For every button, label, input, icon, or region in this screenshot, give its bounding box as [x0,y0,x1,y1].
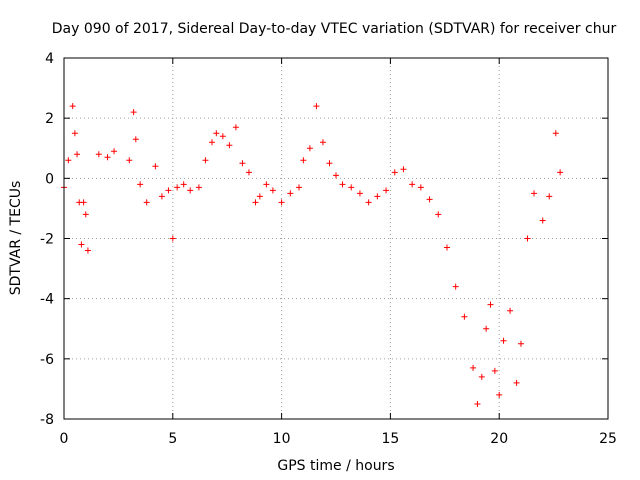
data-point [174,184,181,191]
x-tick-label: 0 [60,431,69,447]
data-point [232,124,239,131]
data-point [126,157,133,164]
data-point [130,109,137,116]
data-point [348,184,355,191]
data-point [374,193,381,200]
y-tick-label: -4 [40,292,54,308]
data-point [546,193,553,200]
data-point [326,160,333,167]
y-tick-label: -6 [40,352,54,368]
data-point [219,133,226,140]
data-point [524,235,531,242]
data-series-sdtvar [61,103,564,407]
data-point [300,157,307,164]
data-point [507,307,514,314]
data-point [104,154,111,161]
grid [64,58,608,419]
x-tick-label: 25 [599,431,617,447]
y-tick-label: 2 [45,111,54,127]
chart-title: Day 090 of 2017, Sidereal Day-to-day VTE… [52,21,617,37]
data-point [269,187,276,194]
data-point [80,199,87,206]
data-point [400,166,407,173]
data-point [306,145,313,152]
data-point [69,103,76,110]
data-point [84,247,91,254]
data-point [278,199,285,206]
data-point [531,190,538,197]
data-point [111,148,118,155]
data-point [287,190,294,197]
data-point [517,340,524,347]
data-point [474,400,481,407]
data-point [552,130,559,137]
x-tick-label: 20 [490,431,508,447]
data-point [356,190,363,197]
data-point [409,181,416,188]
data-point [487,301,494,308]
y-tick-label: 0 [45,171,54,187]
data-point [478,373,485,380]
data-point [483,325,490,332]
y-tick-label: -8 [40,412,54,428]
data-point [443,244,450,251]
y-axis-label: SDTVAR / TECUs [8,181,24,296]
data-point [333,172,339,179]
data-point [187,187,194,194]
data-point [245,169,252,176]
data-point [263,181,270,188]
data-point [78,241,85,248]
x-tick-label: 15 [381,431,399,447]
data-point [158,193,165,200]
data-point [417,184,424,191]
x-axis-label: GPS time / hours [277,458,394,474]
x-tick-label: 10 [273,431,291,447]
data-point [296,184,303,191]
data-point [137,181,144,188]
data-point [383,187,390,194]
data-point [195,184,202,191]
x-tick-label: 5 [168,431,177,447]
data-point [319,139,326,146]
data-point [165,187,172,194]
data-point [71,130,78,137]
axes-ticks: 0 5 10 15 20 25 -8 -6 -4 -2 0 2 4 [40,51,617,447]
data-point [65,157,72,164]
data-point [256,193,263,200]
data-point [452,283,459,290]
data-point [239,160,246,167]
data-point [152,163,159,170]
data-point [226,142,233,149]
data-point [500,337,507,344]
data-point [435,211,442,218]
data-point [491,367,498,374]
data-point [213,130,220,137]
data-point [132,136,139,143]
data-point [426,196,433,203]
data-point [496,391,503,398]
data-point [339,181,346,188]
data-point [391,169,398,176]
data-point [470,364,477,371]
y-tick-label: 4 [45,51,54,67]
data-point [95,151,102,158]
data-point [539,217,546,224]
data-point [74,151,81,158]
data-point [180,181,187,188]
data-point [313,103,320,110]
data-point [461,313,468,320]
data-point [82,211,89,218]
data-point [252,199,259,206]
data-point [208,139,215,146]
data-point [143,199,150,206]
data-point [169,235,176,242]
data-point [365,199,372,206]
data-point [202,157,209,164]
y-tick-label: -2 [40,232,54,248]
data-point [513,379,520,386]
data-point [557,169,564,176]
